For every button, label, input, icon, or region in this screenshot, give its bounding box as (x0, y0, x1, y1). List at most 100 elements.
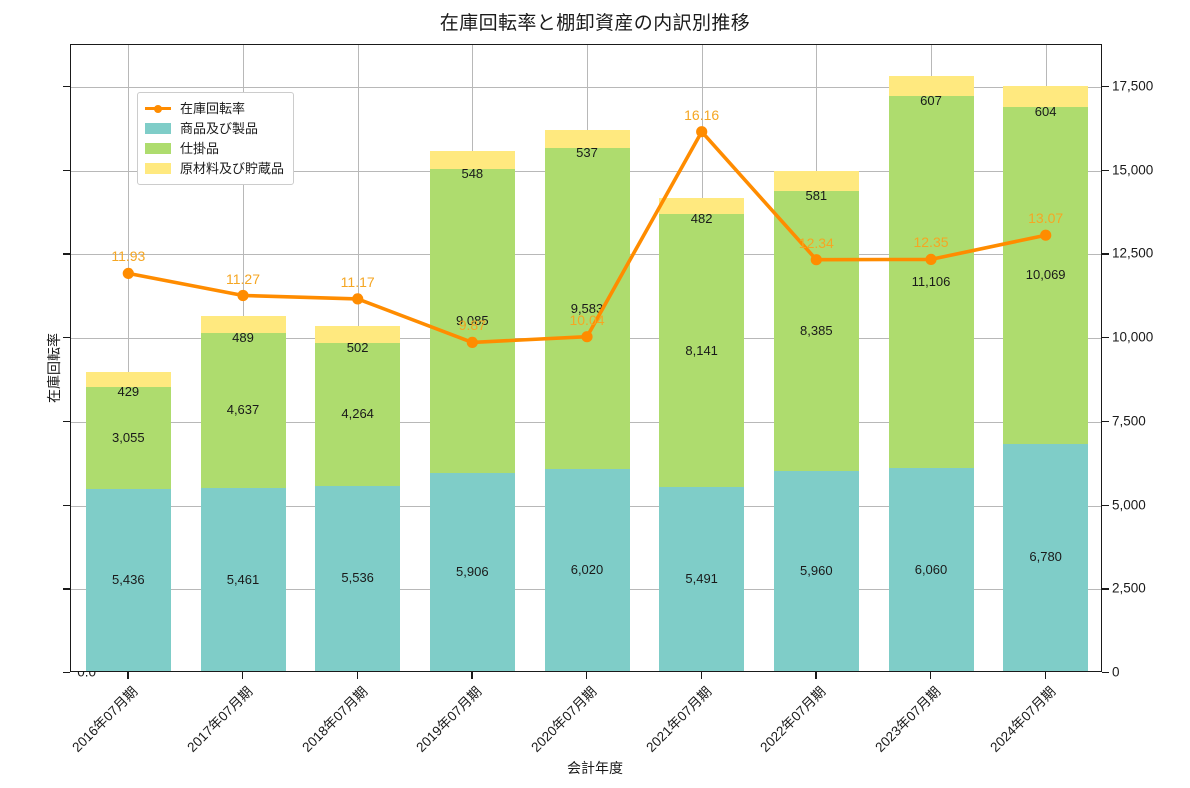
y-axis-tick-right (1102, 85, 1109, 88)
vertical-gridline (128, 45, 130, 671)
line-value-label: 16.16 (684, 106, 720, 123)
x-axis-label: 会計年度 (567, 760, 623, 776)
y-axis-tick-right (1102, 337, 1109, 339)
line-marker[interactable] (122, 267, 134, 279)
bar-column[interactable]: 5,906 9,085 548 (429, 43, 515, 671)
bar-value-label: 4,637 (226, 402, 260, 418)
x-axis-tick-label: 2023年07月期 (872, 683, 944, 755)
legend-label: 仕掛品 (180, 140, 220, 156)
bar-segment[interactable]: 581 (773, 171, 859, 203)
line-marker[interactable] (352, 293, 364, 305)
y-axis-tick-label-right: 10,000 (1112, 329, 1154, 345)
bar-segment[interactable]: 607 (888, 75, 974, 108)
legend-label: 原材料及び貯蔵品 (180, 160, 285, 176)
bar-segment[interactable]: 5,436 (85, 488, 171, 671)
legend-line-icon (145, 103, 171, 114)
bar-segment[interactable]: 10,069 (1003, 106, 1089, 444)
x-axis-tick-label: 2019年07月期 (413, 683, 485, 755)
bar-segment[interactable]: 6,020 (544, 469, 630, 671)
line-marker[interactable] (925, 253, 937, 265)
bar-segment[interactable]: 502 (315, 325, 401, 355)
bar-segment[interactable]: 548 (429, 150, 515, 181)
y-axis-tick-left (63, 253, 70, 255)
bar-segment[interactable]: 5,491 (659, 487, 745, 671)
line-marker[interactable] (810, 254, 822, 266)
y-axis-tick-right (1102, 169, 1109, 171)
bar-column[interactable]: 5,461 4,637 489 (200, 43, 286, 671)
bar-segment[interactable]: 429 (85, 372, 171, 399)
x-axis-tick-label: 2020年07月期 (528, 683, 600, 755)
bar-segment[interactable]: 4,637 (200, 332, 286, 489)
bar-value-label: 10,069 (1025, 267, 1066, 283)
bar-segment[interactable]: 482 (659, 198, 745, 226)
legend-item[interactable]: 原材料及び貯蔵品 (145, 158, 284, 178)
y-axis-tick-left (63, 169, 70, 171)
legend-color-swatch (145, 142, 171, 154)
line-value-label: 12.34 (798, 234, 834, 251)
line-marker[interactable] (466, 336, 478, 348)
plot-area: 5,436 3,055 429 5,461 4,637 489 5,536 4,264 502 5… (70, 44, 1102, 672)
bar-segment[interactable]: 6,780 (1003, 443, 1089, 671)
bar-column[interactable]: 6,780 10,069 604 (1003, 43, 1089, 671)
bar-value-label: 5,906 (456, 564, 489, 580)
bar-value-label: 502 (346, 339, 369, 355)
bar-segment[interactable]: 6,060 (888, 468, 974, 671)
legend-item[interactable]: 商品及び製品 (145, 118, 284, 138)
y-axis-tick-left (63, 85, 70, 88)
y-axis-tick-label-right: 17,500 (1112, 78, 1154, 94)
bar-segment[interactable]: 9,583 (544, 148, 630, 470)
line-marker[interactable] (696, 126, 708, 138)
x-axis-tick (586, 672, 588, 679)
y-axis-tick-label-right: 5,000 (1112, 497, 1146, 513)
bar-column[interactable]: 5,960 8,385 581 (773, 43, 859, 671)
bar-segment[interactable]: 537 (544, 130, 630, 160)
legend-item[interactable]: 在庫回転率 (145, 98, 284, 118)
chart-title: 在庫回転率と棚卸資産の内訳別推移 (439, 13, 751, 34)
bar-segment[interactable]: 9,085 (429, 168, 515, 474)
bar-value-label: 3,055 (112, 429, 145, 445)
y-axis-tick-label-right: 2,500 (1112, 580, 1146, 596)
line-marker[interactable] (581, 331, 593, 343)
line-marker[interactable] (1040, 229, 1052, 241)
bar-value-label: 9,085 (456, 313, 489, 329)
bar-value-label: 5,461 (226, 571, 260, 587)
line-value-label: 11.93 (111, 248, 146, 265)
y-axis-tick-left (63, 588, 70, 590)
bar-segment[interactable]: 3,055 (85, 386, 171, 489)
bar-column[interactable]: 5,491 8,141 482 (659, 43, 745, 671)
chart-legend: 在庫回転率商品及び製品 仕掛品原材料及び貯蔵品 (137, 92, 295, 185)
gridline (71, 86, 1101, 88)
bar-value-label: 5,536 (341, 570, 374, 586)
bar-column[interactable]: 5,536 4,264 502 (315, 43, 401, 671)
bar-segment[interactable]: 5,906 (429, 473, 515, 671)
x-axis-tick (356, 672, 359, 679)
line-value-label: 13.07 (1028, 210, 1064, 227)
bar-segment[interactable]: 604 (1003, 86, 1089, 119)
x-axis-tick (815, 672, 817, 679)
bar-segment[interactable]: 5,960 (773, 471, 859, 671)
bar-column[interactable]: 5,436 3,055 429 (85, 43, 171, 671)
bar-segment[interactable]: 4,264 (315, 342, 401, 486)
legend-label: 商品及び製品 (180, 120, 259, 136)
line-value-label: 11.17 (340, 273, 375, 290)
bar-segment[interactable]: 8,141 (659, 214, 745, 488)
bar-value-label: 5,436 (112, 571, 145, 587)
bar-value-label: 581 (805, 187, 828, 203)
y-axis-tick-right (1102, 672, 1109, 674)
y-axis-tick-left (63, 672, 70, 674)
line-marker[interactable] (237, 289, 249, 302)
bar-value-label: 537 (576, 145, 598, 161)
bar-segment[interactable]: 5,536 (315, 485, 401, 671)
bar-segment[interactable]: 489 (200, 316, 286, 345)
bar-segment[interactable]: 5,461 (200, 488, 286, 671)
y-axis-tick-label-right: 0 (1112, 664, 1120, 680)
line-value-label: 10.04 (569, 311, 605, 328)
bar-column[interactable]: 6,020 9,583 537 (544, 43, 630, 671)
legend-item[interactable]: 仕掛品 (145, 138, 284, 158)
y-axis-tick-label-right: 7,500 (1112, 413, 1146, 429)
bar-segment[interactable]: 8,385 (773, 190, 859, 472)
x-axis-tick (127, 672, 129, 679)
bar-segment[interactable]: 11,106 (888, 96, 974, 469)
bar-column[interactable]: 6,060 11,106 607 (888, 43, 974, 671)
